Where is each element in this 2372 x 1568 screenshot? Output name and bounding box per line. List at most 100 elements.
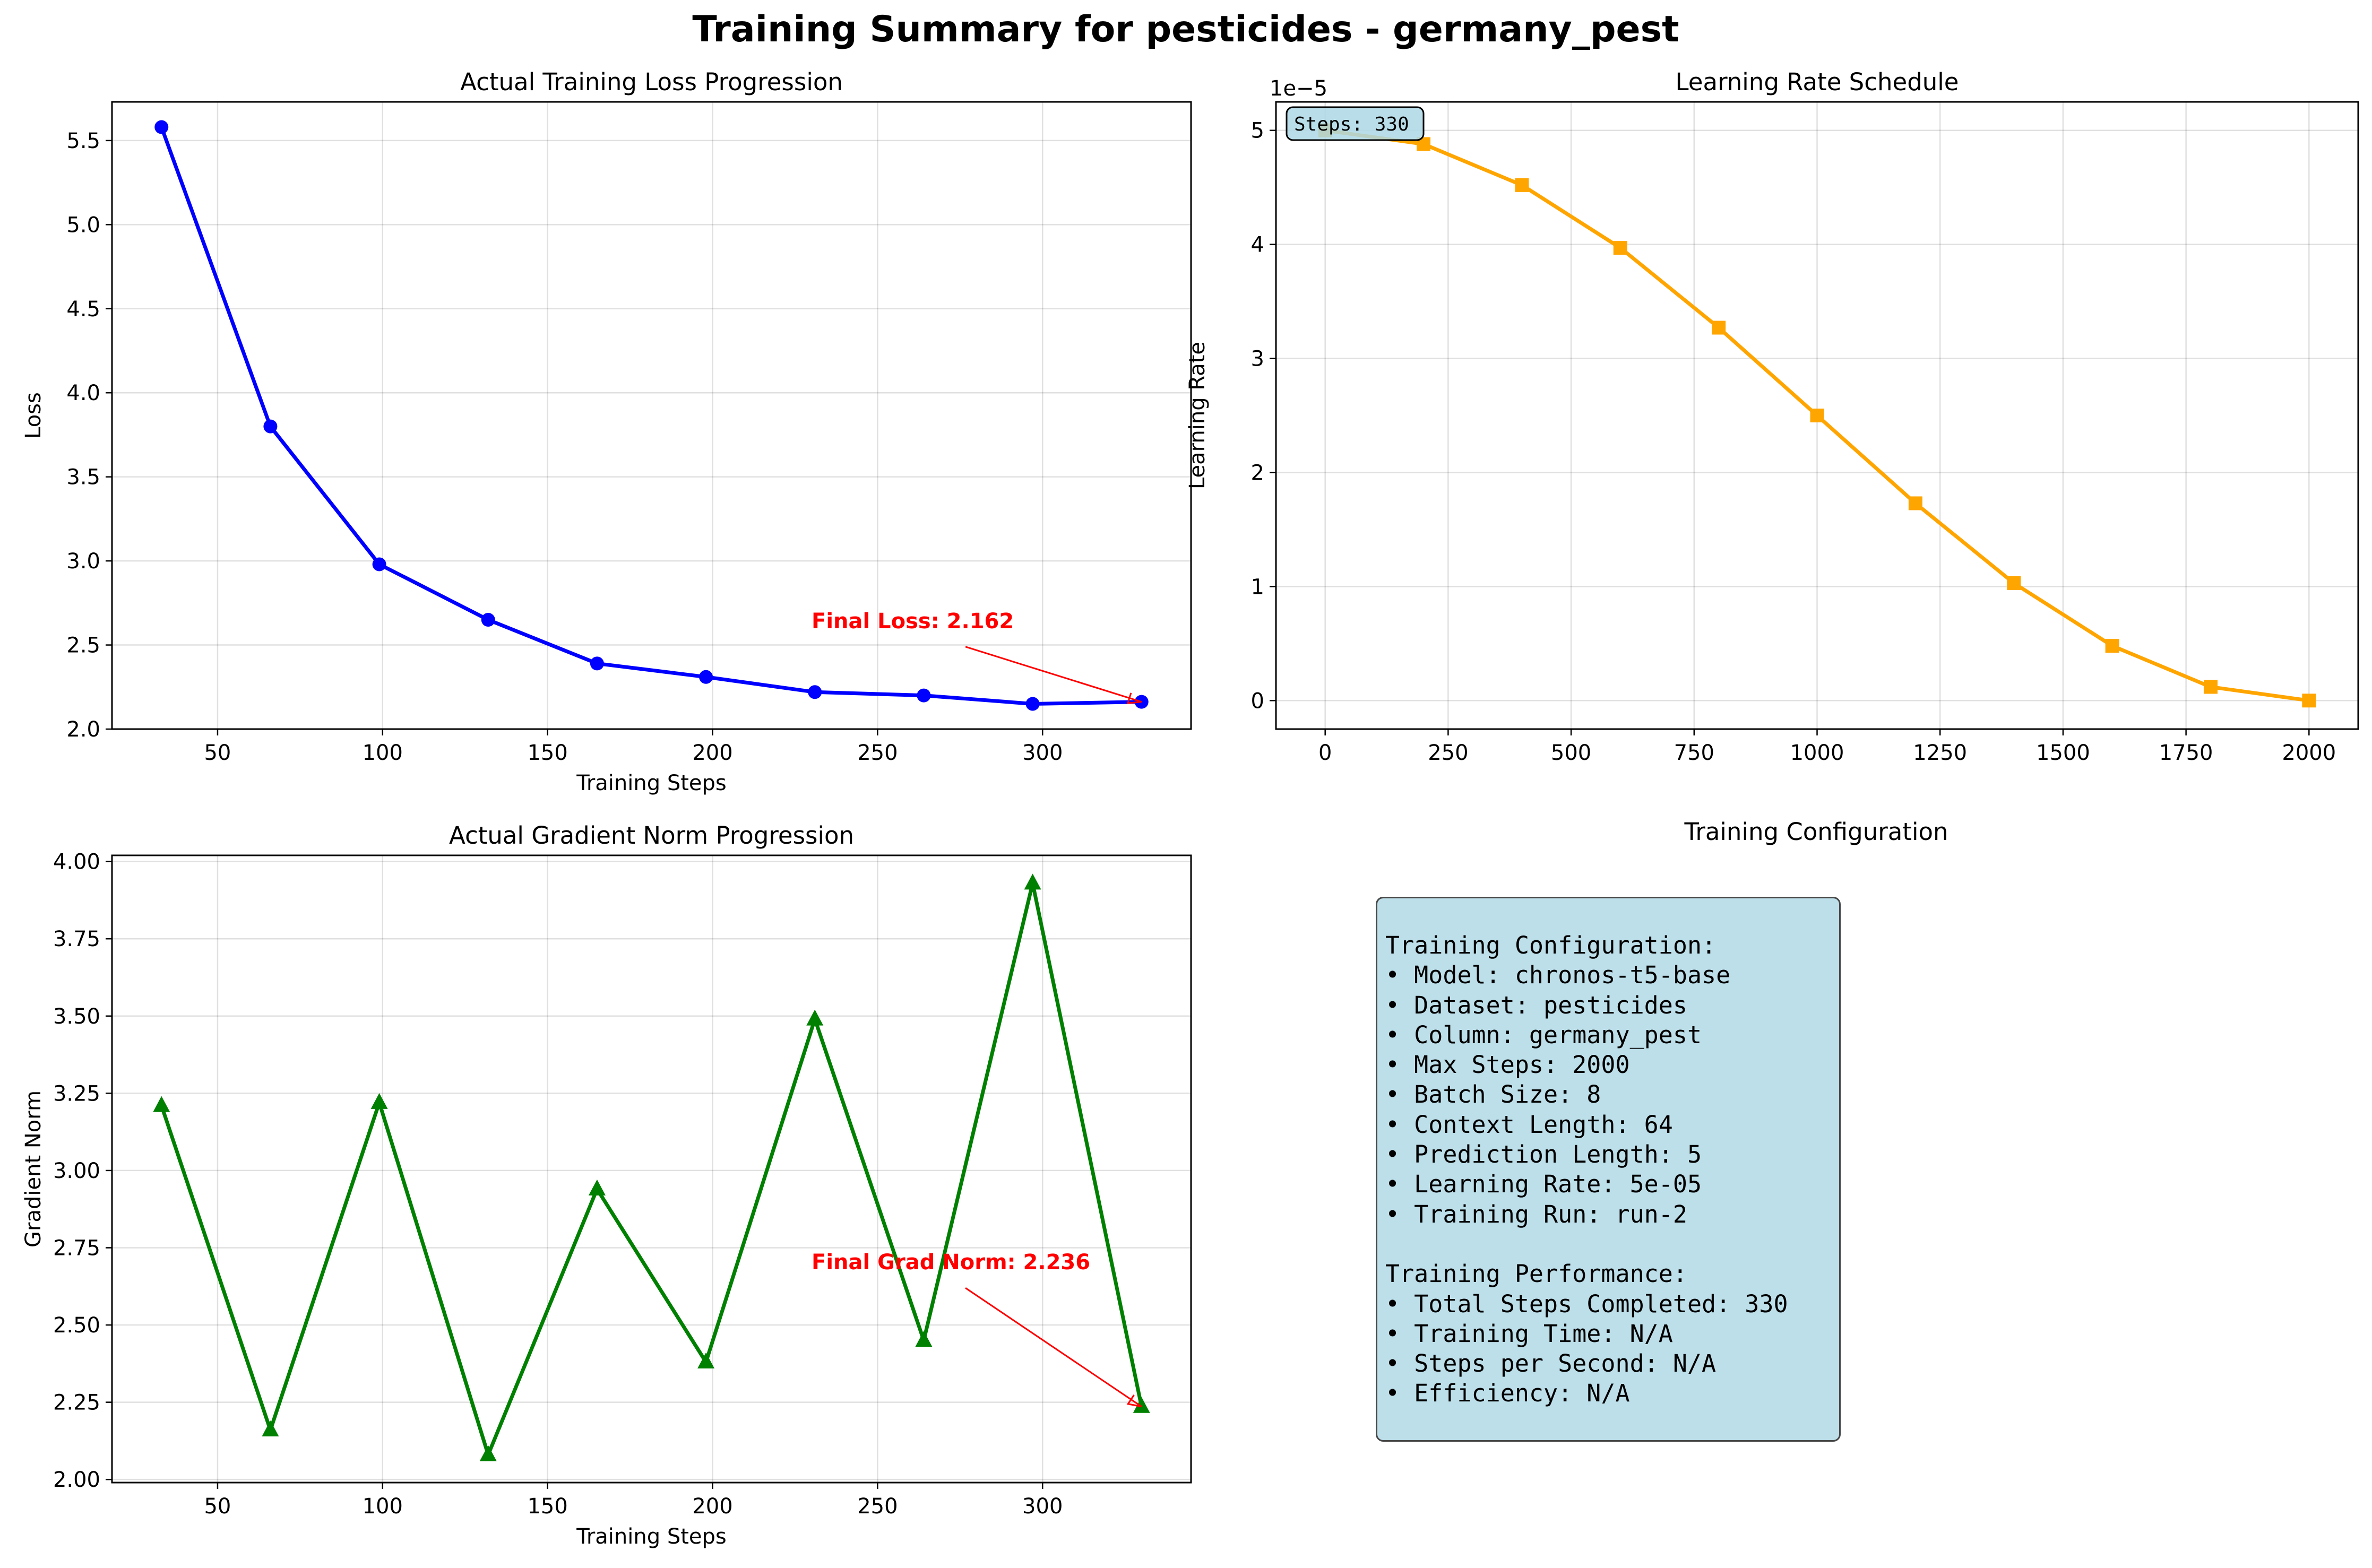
y-tick-label: 3.25 — [53, 1081, 100, 1106]
data-point — [1133, 1397, 1150, 1413]
y-tick-label: 3.75 — [53, 927, 100, 951]
data-point — [697, 1352, 715, 1368]
data-point — [1712, 320, 1726, 335]
y-tick-label: 3 — [1251, 347, 1264, 371]
x-tick-label: 50 — [204, 741, 231, 765]
x-tick-label: 0 — [1318, 741, 1332, 765]
x-tick-label: 2000 — [2282, 741, 2336, 765]
learning-rate-chart: Learning Rate Schedule Learning Rate 1e−5 0… — [1185, 68, 2359, 765]
data-point — [2302, 694, 2316, 708]
config-line: • Dataset: pesticides — [1385, 991, 1687, 1019]
data-point — [154, 120, 169, 134]
data-point — [808, 685, 822, 699]
data-point — [370, 1093, 388, 1109]
y-tick-label: 3.00 — [53, 1159, 100, 1183]
config-line: • Context Length: 64 — [1385, 1110, 1673, 1139]
y-axis-label: Loss — [21, 392, 46, 439]
data-point — [1613, 241, 1627, 255]
y-tick-label: 2.0 — [66, 717, 100, 742]
config-line — [1385, 1229, 1842, 1259]
steps-badge — [1286, 106, 1425, 141]
data-point — [263, 419, 278, 434]
data-point — [1024, 873, 1041, 890]
y-tick-label: 1 — [1251, 575, 1264, 599]
axes-frame — [1275, 101, 2359, 730]
series-line — [159, 126, 1142, 706]
y-tick-label: 2.00 — [53, 1468, 100, 1492]
x-tick-label: 250 — [1428, 741, 1468, 765]
x-tick-label: 300 — [1022, 741, 1063, 765]
config-line: • Efficiency: N/A — [1385, 1379, 1630, 1408]
x-tick-label: 250 — [857, 741, 898, 765]
x-tick-label: 100 — [363, 741, 403, 765]
data-point — [1515, 178, 1529, 192]
annotation-arrowhead — [1126, 1394, 1142, 1408]
y-tick-label: 4 — [1251, 233, 1264, 257]
y-tick-label: 2.25 — [53, 1391, 100, 1415]
config-line: • Training Time: N/A — [1385, 1319, 1673, 1348]
y-axis-multiplier: 1e−5 — [1270, 76, 1327, 101]
data-point — [481, 613, 495, 627]
x-tick-label: 250 — [857, 1494, 898, 1519]
series-line — [159, 881, 1144, 1457]
y-tick-label: 0 — [1251, 689, 1264, 713]
config-line: • Total Steps Completed: 330 — [1385, 1289, 1788, 1318]
y-axis-label: Gradient Norm — [21, 1090, 46, 1248]
data-point — [153, 1096, 170, 1112]
x-tick-label: 1000 — [1790, 741, 1844, 765]
config-line: • Batch Size: 8 — [1385, 1080, 1601, 1109]
y-tick-label: 4.00 — [53, 850, 100, 874]
data-point — [917, 688, 931, 703]
x-tick-label: 200 — [692, 1494, 732, 1519]
chart-title: Actual Gradient Norm Progression — [449, 821, 854, 850]
axes-frame — [111, 101, 1192, 730]
y-tick-label: 2 — [1251, 461, 1264, 485]
data-point — [2105, 639, 2119, 653]
x-tick-label: 750 — [1674, 741, 1714, 765]
y-tick-label: 2.5 — [66, 634, 100, 658]
y-tick-label: 2.75 — [53, 1236, 100, 1260]
x-tick-label: 1250 — [1913, 741, 1967, 765]
config-text: Training Configuration: • Model: chronos-… — [1385, 931, 1842, 1409]
data-point — [915, 1331, 933, 1347]
figure-title: Training Summary for pesticides - german… — [692, 8, 1679, 50]
data-point — [262, 1420, 279, 1437]
x-axis-label: Training Steps — [576, 771, 726, 795]
data-point — [699, 670, 713, 684]
loss-chart: Actual Training Loss Progression Training… — [21, 68, 1192, 795]
annotation-arrow — [965, 1287, 1142, 1408]
x-tick-label: 50 — [204, 1494, 231, 1519]
x-tick-label: 200 — [692, 741, 732, 765]
annotation-arrow — [965, 646, 1142, 703]
y-tick-label: 3.0 — [66, 549, 100, 574]
data-point — [372, 557, 386, 571]
y-tick-label: 3.50 — [53, 1004, 100, 1029]
x-tick-label: 1750 — [2159, 741, 2213, 765]
y-tick-label: 5 — [1251, 119, 1264, 143]
axes-frame — [111, 854, 1192, 1484]
data-point — [2007, 576, 2021, 590]
x-axis-label: Training Steps — [576, 1524, 726, 1549]
x-tick-label: 300 — [1022, 1494, 1063, 1519]
grad-norm-chart: Actual Gradient Norm Progression Training… — [21, 821, 1192, 1549]
data-point — [1810, 409, 1824, 422]
x-tick-label: 150 — [527, 741, 567, 765]
annotation-text: Final Grad Norm: 2.236 — [812, 1250, 1090, 1275]
data-point — [2203, 680, 2218, 694]
y-tick-label: 5.0 — [66, 213, 100, 237]
x-tick-label: 100 — [363, 1494, 403, 1519]
data-point — [590, 656, 604, 671]
y-axis-label: Learning Rate — [1185, 342, 1210, 489]
y-tick-label: 4.0 — [66, 381, 100, 405]
config-line: • Max Steps: 2000 — [1385, 1051, 1630, 1079]
x-tick-label: 1500 — [2036, 741, 2090, 765]
config-line: • Steps per Second: N/A — [1385, 1349, 1717, 1378]
y-tick-label: 5.5 — [66, 129, 100, 153]
config-box — [1376, 897, 1841, 1442]
config-line: • Column: germany_pest — [1385, 1020, 1702, 1049]
config-line: • Learning Rate: 5e-05 — [1385, 1170, 1702, 1199]
config-line: Training Performance: — [1385, 1260, 1687, 1288]
x-tick-label: 500 — [1551, 741, 1591, 765]
data-point — [806, 1009, 824, 1026]
